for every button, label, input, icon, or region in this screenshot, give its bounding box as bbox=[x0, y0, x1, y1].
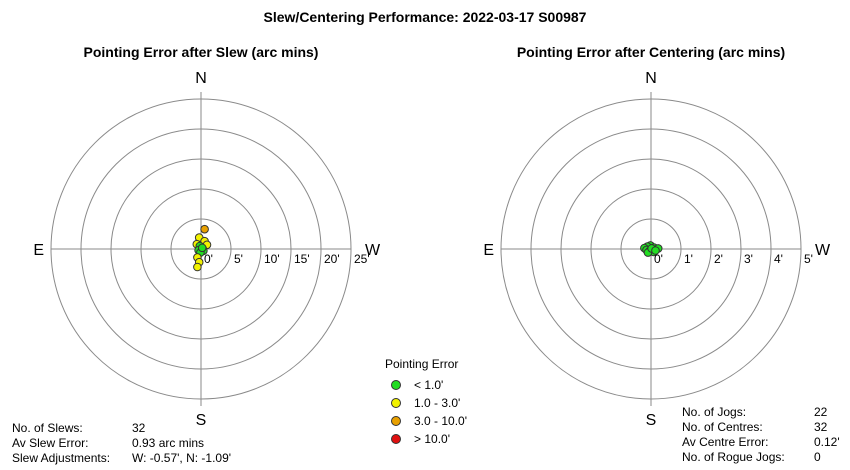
legend-swatch-icon bbox=[391, 434, 401, 444]
compass-east-label: E bbox=[33, 242, 44, 259]
error-point bbox=[200, 224, 209, 234]
stat-row: Av Slew Error: 0.93 arc mins bbox=[12, 436, 231, 451]
ring-tick-label: 2' bbox=[714, 252, 723, 266]
ring-tick-label: 20' bbox=[324, 252, 340, 266]
stat-value: 0.93 arc mins bbox=[132, 436, 205, 450]
legend-title: Pointing Error bbox=[385, 357, 459, 371]
stat-label: No. of Centres: bbox=[682, 420, 763, 434]
compass-west-label: W bbox=[365, 242, 381, 259]
ring-tick-label: 5' bbox=[804, 252, 813, 266]
legend-item: 1.0 - 3.0' bbox=[385, 394, 467, 412]
legend-label: < 1.0' bbox=[414, 378, 444, 392]
compass-north-label: N bbox=[645, 70, 657, 87]
stat-label: Av Slew Error: bbox=[12, 436, 89, 450]
legend: Pointing Error < 1.0' 1.0 - 3.0' 3.0 - 1… bbox=[385, 357, 467, 448]
error-point bbox=[197, 243, 207, 253]
centering-stats: No. of Jogs: 22 No. of Centres: 32 Av Cent… bbox=[682, 405, 840, 465]
stat-row: No. of Rogue Jogs: 0 bbox=[682, 450, 840, 465]
stat-value: 22 bbox=[814, 405, 828, 419]
ring-tick-label: 0' bbox=[204, 252, 213, 266]
centering-polar-plot bbox=[500, 92, 802, 406]
stat-row: Slew Adjustments: W: -0.57', N: -1.09' bbox=[12, 451, 231, 466]
compass-north-label: N bbox=[195, 70, 207, 87]
legend-label: 1.0 - 3.0' bbox=[414, 396, 461, 410]
legend-item: 3.0 - 10.0' bbox=[385, 412, 467, 430]
compass-south-label: S bbox=[196, 412, 207, 429]
ring-tick-label: 1' bbox=[684, 252, 693, 266]
stat-row: Av Centre Error: 0.12' bbox=[682, 435, 840, 450]
compass-south-label: S bbox=[646, 412, 657, 429]
legend-swatch-icon bbox=[391, 398, 401, 408]
ring-tick-label: 5' bbox=[234, 252, 243, 266]
legend-item: > 10.0' bbox=[385, 430, 467, 448]
stat-value: 0.12' bbox=[814, 435, 840, 449]
error-point bbox=[193, 262, 202, 272]
compass-east-label: E bbox=[483, 242, 494, 259]
slew-polar-plot bbox=[50, 92, 352, 406]
stat-label: Av Centre Error: bbox=[682, 435, 769, 449]
ring-tick-label: 25' bbox=[354, 252, 370, 266]
slew-plot-title: Pointing Error after Slew (arc mins) bbox=[83, 44, 319, 60]
stat-label: Slew Adjustments: bbox=[12, 451, 111, 465]
stat-value: 32 bbox=[132, 421, 146, 435]
stat-value: 0 bbox=[814, 450, 821, 464]
stat-value: W: -0.57', N: -1.09' bbox=[132, 451, 232, 465]
stat-row: No. of Slews: 32 bbox=[12, 421, 231, 436]
legend-swatch-icon bbox=[391, 416, 401, 426]
legend-label: 3.0 - 10.0' bbox=[414, 414, 467, 428]
stat-value: 32 bbox=[814, 420, 828, 434]
legend-item: < 1.0' bbox=[385, 376, 467, 394]
ring-tick-label: 10' bbox=[264, 252, 280, 266]
centering-plot-title: Pointing Error after Centering (arc mins… bbox=[516, 44, 786, 60]
ring-tick-label: 4' bbox=[774, 252, 783, 266]
ring-tick-label: 3' bbox=[744, 252, 753, 266]
stat-label: No. of Rogue Jogs: bbox=[682, 450, 785, 464]
legend-label: > 10.0' bbox=[414, 432, 450, 446]
legend-swatch-icon bbox=[391, 380, 401, 390]
main-title: Slew/Centering Performance: 2022-03-17 S… bbox=[263, 9, 587, 25]
stat-label: No. of Jogs: bbox=[682, 405, 747, 419]
stat-row: No. of Centres: 32 bbox=[682, 420, 840, 435]
error-point bbox=[651, 246, 660, 255]
slew-stats: No. of Slews: 32 Av Slew Error: 0.93 arc m… bbox=[12, 421, 231, 466]
compass-west-label: W bbox=[815, 242, 831, 259]
stat-row: No. of Jogs: 22 bbox=[682, 405, 840, 420]
stat-label: No. of Slews: bbox=[12, 421, 83, 435]
ring-tick-label: 15' bbox=[294, 252, 310, 266]
ring-tick-label: 0' bbox=[654, 252, 663, 266]
